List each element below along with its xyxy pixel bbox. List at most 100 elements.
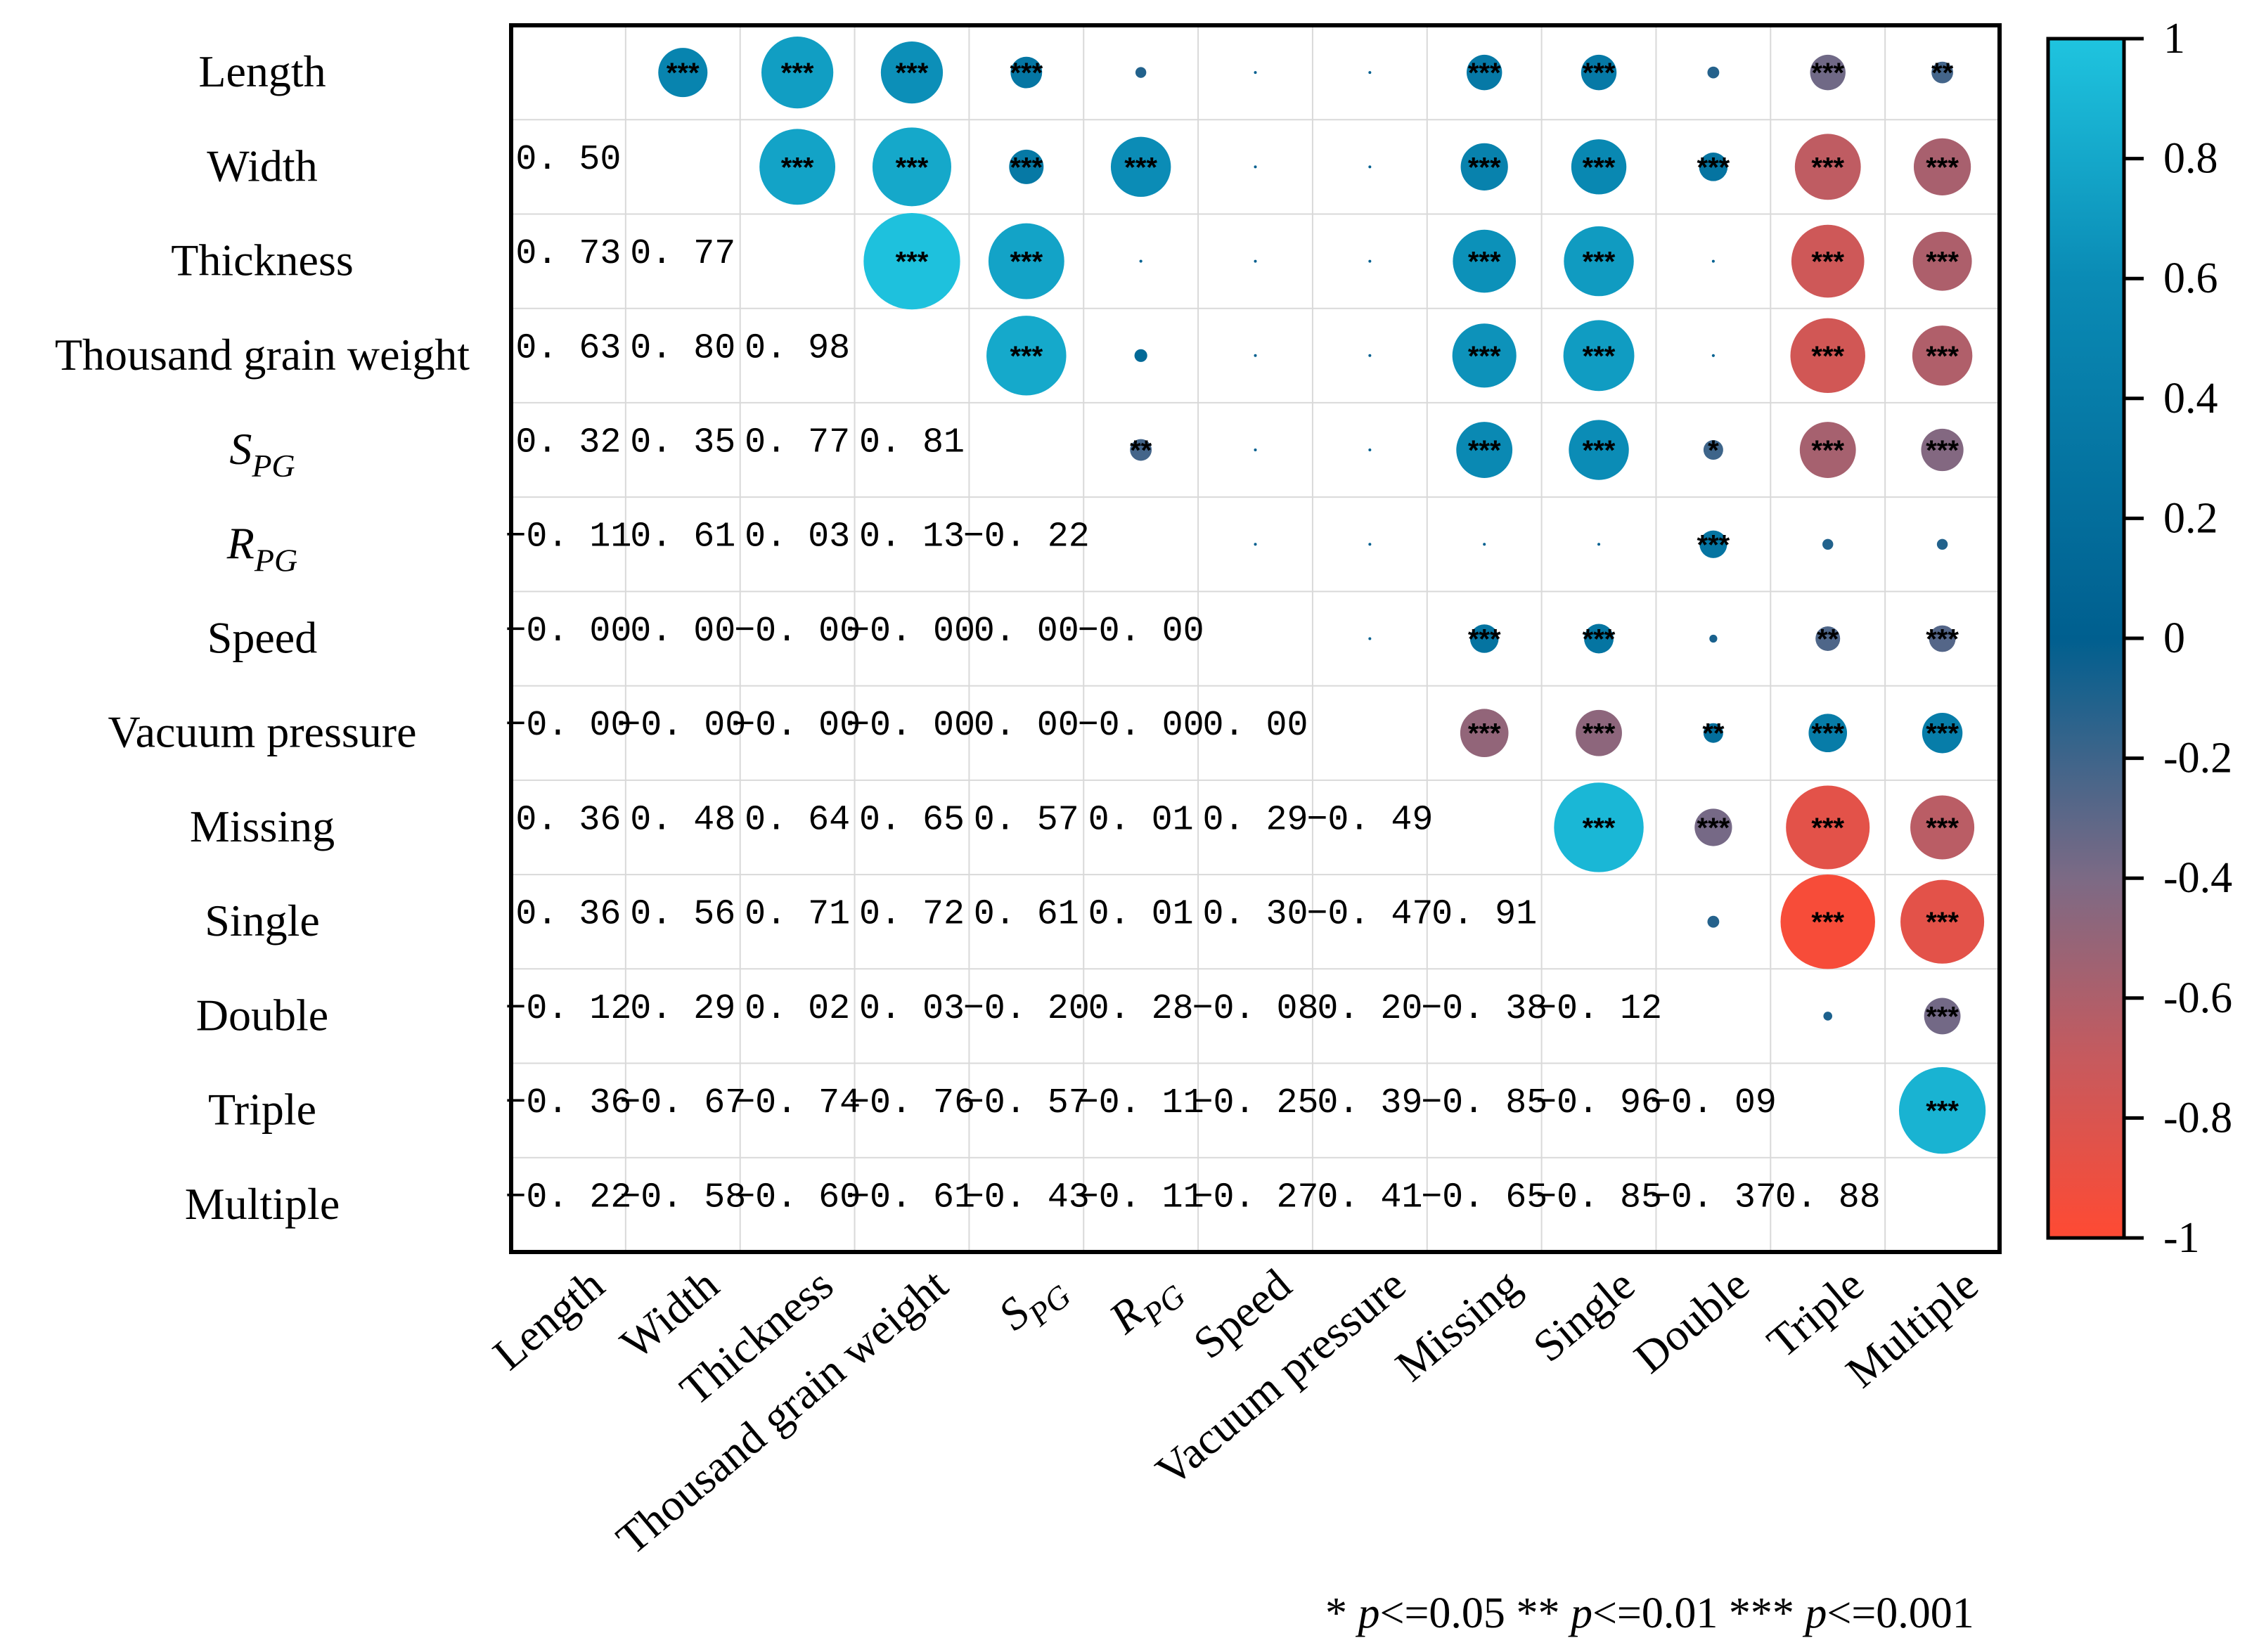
significance-mark: ** bbox=[1702, 718, 1725, 749]
significance-mark: *** bbox=[896, 152, 929, 183]
significance-mark: *** bbox=[781, 152, 814, 183]
correlation-circle bbox=[880, 41, 944, 104]
cell-value: 0. 48 bbox=[630, 800, 735, 840]
cell-value: 0. 00 bbox=[974, 706, 1079, 746]
correlation-circle bbox=[988, 223, 1064, 299]
cell-value: 0. 64 bbox=[745, 800, 850, 840]
circle-layer: *** *************************************… bbox=[658, 36, 1986, 1154]
correlation-circle bbox=[1913, 138, 1971, 195]
text-layer: 0. 500. 73 0. 770. 63 0. 80 0. 980. 32 0. 35… bbox=[505, 140, 1880, 1218]
significance-mark: *** bbox=[896, 58, 929, 89]
cell-value: 0. 32 bbox=[515, 423, 621, 463]
cell-value: −0. 00 bbox=[849, 612, 975, 652]
significance-mark: *** bbox=[1811, 152, 1844, 183]
correlation-circle bbox=[658, 48, 708, 98]
colorbar-tick-label: 1 bbox=[2163, 15, 2185, 63]
significance-mark: *** bbox=[1468, 152, 1501, 183]
significance-mark: *** bbox=[1811, 435, 1844, 466]
cell-value: 0. 65 bbox=[859, 800, 965, 840]
column-label: Double bbox=[1625, 1259, 1758, 1382]
significance-mark: *** bbox=[1811, 813, 1844, 844]
correlation-circle bbox=[1931, 61, 1953, 84]
correlation-circle bbox=[1808, 714, 1848, 753]
significance-mark: *** bbox=[1010, 341, 1043, 372]
cell-value: −0. 47 bbox=[1306, 895, 1433, 935]
correlation-circle bbox=[759, 129, 836, 205]
significance-mark: ** bbox=[1931, 58, 1954, 89]
significance-mark: *** bbox=[1468, 624, 1501, 655]
cell-value: −0. 74 bbox=[734, 1083, 861, 1123]
colorbar-tick-label: 0 bbox=[2163, 614, 2185, 662]
correlation-circle bbox=[1460, 143, 1508, 191]
significance-mark: *** bbox=[1811, 247, 1844, 278]
correlation-circle bbox=[1110, 136, 1171, 198]
correlation-circle bbox=[1707, 66, 1720, 79]
correlation-circle bbox=[1900, 879, 1985, 964]
correlation-circle bbox=[1597, 543, 1601, 546]
correlation-circle bbox=[1898, 1067, 1986, 1154]
significance-mark: *** bbox=[1583, 341, 1616, 372]
correlation-circle bbox=[1581, 54, 1617, 91]
correlation-circle bbox=[1799, 422, 1856, 478]
correlation-circle bbox=[1707, 915, 1720, 928]
correlation-circle bbox=[1823, 1012, 1833, 1021]
correlation-circle bbox=[1564, 226, 1634, 297]
cell-value: 0. 56 bbox=[630, 895, 735, 935]
correlation-circle bbox=[1134, 349, 1147, 362]
row-label: Width bbox=[207, 141, 317, 191]
cell-value: −0. 65 bbox=[1421, 1177, 1547, 1218]
cell-value: −0. 22 bbox=[505, 1177, 631, 1218]
colorbar-tick-label: -0.6 bbox=[2163, 974, 2232, 1022]
cell-value: −0. 00 bbox=[1078, 612, 1204, 652]
correlation-circle bbox=[761, 36, 834, 109]
correlation-circle bbox=[1010, 56, 1043, 89]
significance-mark: *** bbox=[1124, 152, 1157, 183]
correlation-circle bbox=[1912, 325, 1973, 386]
significance-mark: *** bbox=[1926, 813, 1959, 844]
significance-mark: *** bbox=[1811, 58, 1844, 89]
correlation-circle bbox=[1822, 538, 1834, 550]
row-label: Thousand grain weight bbox=[55, 330, 470, 380]
significance-mark: *** bbox=[1697, 152, 1730, 183]
correlation-circle bbox=[1794, 134, 1861, 200]
cell-value: −0. 12 bbox=[505, 989, 631, 1029]
cell-value: −0. 43 bbox=[963, 1177, 1090, 1218]
correlation-circle bbox=[1780, 874, 1875, 969]
colorbar-gradient bbox=[2046, 37, 2126, 1240]
cell-value: −0. 00 bbox=[734, 612, 861, 652]
cell-value: −0. 36 bbox=[505, 1083, 631, 1123]
correlation-circle bbox=[1139, 259, 1143, 263]
cell-value: 0. 35 bbox=[630, 423, 735, 463]
colorbar-tick-label: 0.8 bbox=[2163, 135, 2218, 183]
significance-mark: *** bbox=[1583, 718, 1616, 749]
correlation-circle bbox=[1466, 54, 1502, 91]
colorbar-tick-label: 0.4 bbox=[2163, 375, 2218, 422]
correlation-circle bbox=[1569, 420, 1629, 480]
row-label: RPG bbox=[226, 518, 297, 578]
correlation-circle bbox=[1453, 229, 1517, 293]
cell-value: 0. 71 bbox=[745, 895, 850, 935]
correlation-circle bbox=[1910, 795, 1975, 860]
cell-value: 0. 20 bbox=[1317, 989, 1422, 1029]
correlation-circle bbox=[1912, 231, 1972, 291]
cell-value: −0. 85 bbox=[1421, 1083, 1547, 1123]
significance-mark: ** bbox=[1817, 624, 1839, 655]
significance-mark: *** bbox=[1811, 341, 1844, 372]
significance-mark: *** bbox=[1583, 152, 1616, 183]
row-label: Single bbox=[205, 896, 320, 946]
cell-value: −0. 67 bbox=[619, 1083, 746, 1123]
cell-value: 0. 02 bbox=[745, 989, 850, 1029]
correlation-circle bbox=[1254, 543, 1257, 546]
cell-value: −0. 09 bbox=[1650, 1083, 1777, 1123]
correlation-circle bbox=[1254, 71, 1257, 75]
correlation-circle bbox=[1009, 149, 1044, 184]
significance-mark: *** bbox=[896, 247, 929, 278]
cell-value: −0. 20 bbox=[963, 989, 1090, 1029]
significance-mark: *** bbox=[1697, 813, 1730, 844]
cell-value: −0. 00 bbox=[505, 706, 631, 746]
cell-value: −0. 12 bbox=[1536, 989, 1662, 1029]
correlation-circle bbox=[1786, 785, 1870, 870]
cell-value: −0. 08 bbox=[1192, 989, 1318, 1029]
cell-value: 0. 81 bbox=[859, 423, 965, 463]
significance-mark: *** bbox=[1583, 813, 1616, 844]
